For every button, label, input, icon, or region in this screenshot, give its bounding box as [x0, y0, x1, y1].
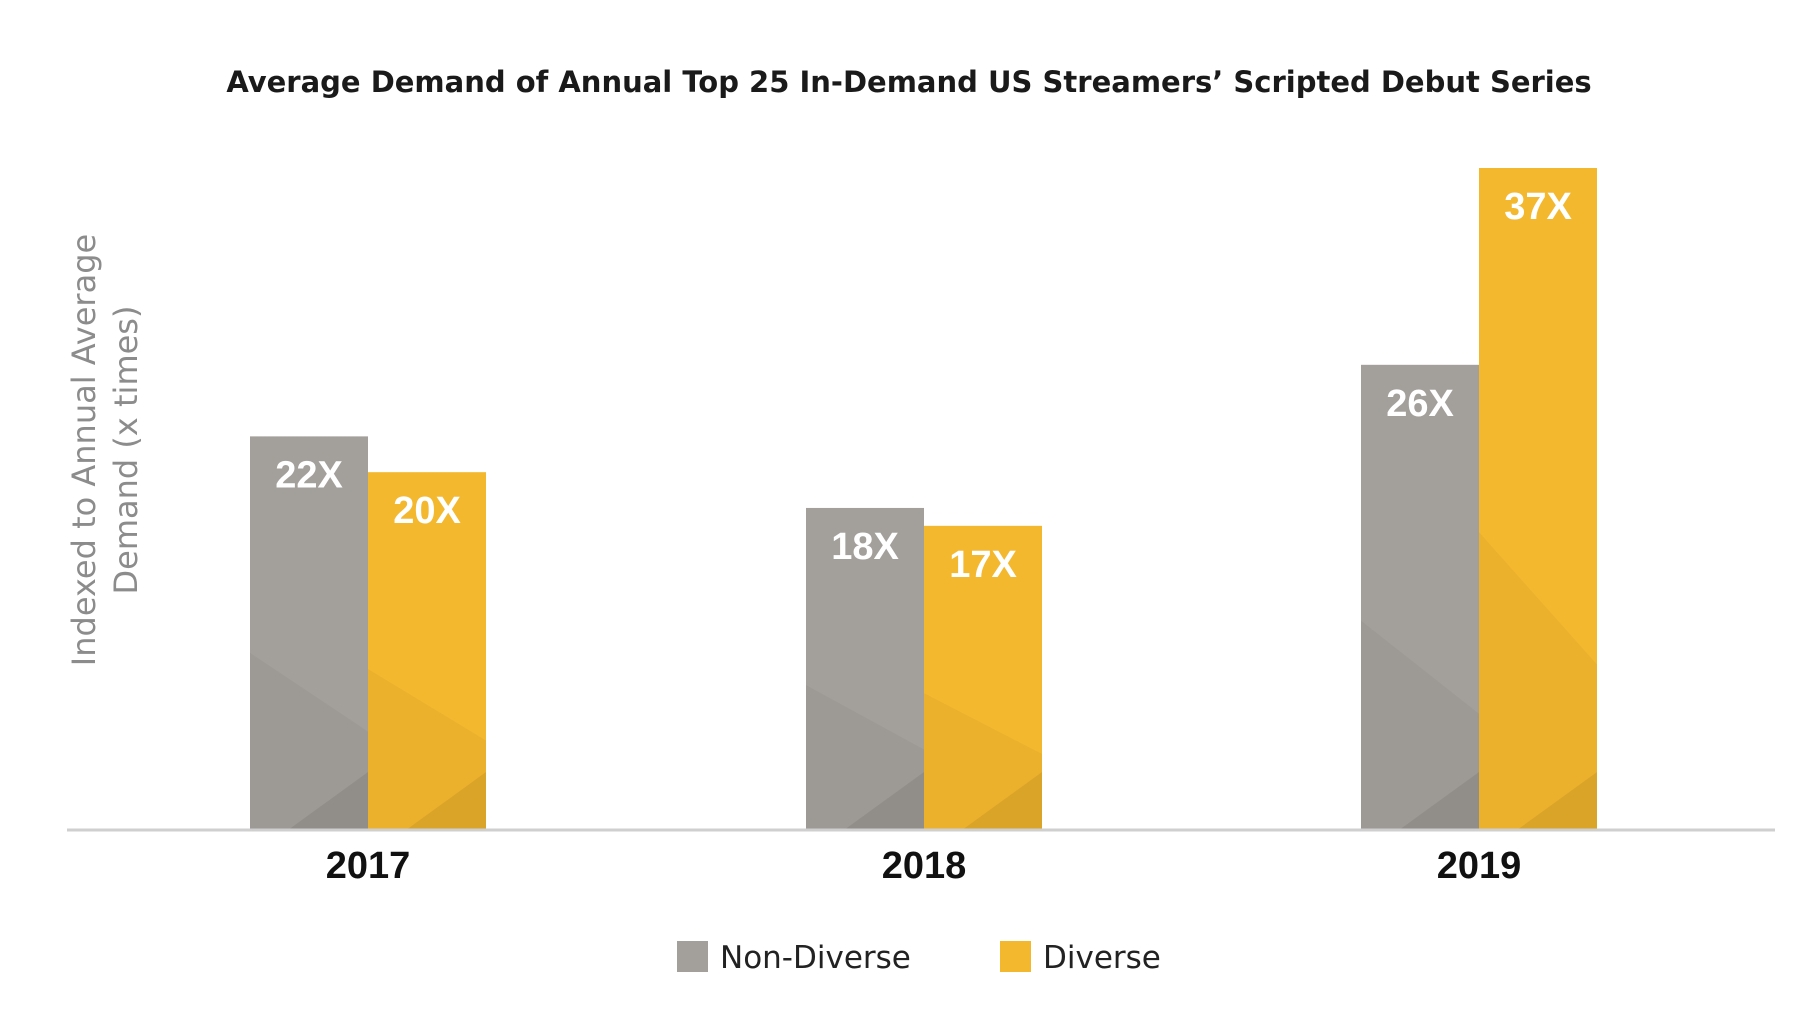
- bar-shading: [406, 772, 486, 830]
- data-label-non-diverse-2019: 26X: [1386, 383, 1454, 425]
- bar-shading: [1517, 772, 1597, 830]
- x-tick-label-2017: 2017: [326, 845, 411, 887]
- y-axis-label-line-2: Demand (x times): [107, 306, 145, 595]
- bar-non-diverse-2019: [1361, 364, 1479, 830]
- data-label-diverse-2018: 17X: [949, 544, 1017, 586]
- legend-swatch-non-diverse: [677, 941, 708, 972]
- bar-shading: [1399, 772, 1479, 830]
- y-axis-label-line-1: Indexed to Annual Average: [65, 234, 103, 666]
- data-label-non-diverse-2018: 18X: [831, 526, 899, 568]
- legend-label-non-diverse: Non-Diverse: [720, 940, 911, 976]
- bar-shading: [288, 772, 368, 830]
- bar-diverse-2018: [924, 525, 1042, 830]
- legend: Non-Diverse Diverse: [677, 940, 1161, 976]
- bar-non-diverse-2017: [250, 436, 368, 830]
- legend-swatch-diverse: [1000, 941, 1031, 972]
- bar-diverse-2017: [368, 472, 486, 830]
- x-axis-ticks: 2017 2018 2019: [326, 845, 1522, 887]
- bar-group: [250, 168, 1597, 830]
- x-tick-label-2018: 2018: [882, 845, 967, 887]
- data-label-diverse-2017: 20X: [393, 490, 461, 532]
- bar-diverse-2019: [1479, 168, 1597, 830]
- bar-non-diverse-2018: [806, 507, 924, 830]
- bar-shading: [962, 772, 1042, 830]
- data-label-diverse-2019: 37X: [1504, 186, 1572, 228]
- bar-shading: [844, 772, 924, 830]
- x-tick-label-2019: 2019: [1437, 845, 1522, 887]
- legend-label-diverse: Diverse: [1043, 940, 1161, 976]
- y-axis-label: Indexed to Annual Average Demand (x time…: [65, 234, 145, 666]
- data-labels: 22X 20X 18X 17X 26X 37X: [275, 186, 1572, 586]
- chart-title: Average Demand of Annual Top 25 In-Deman…: [226, 65, 1591, 99]
- data-label-non-diverse-2017: 22X: [275, 454, 343, 496]
